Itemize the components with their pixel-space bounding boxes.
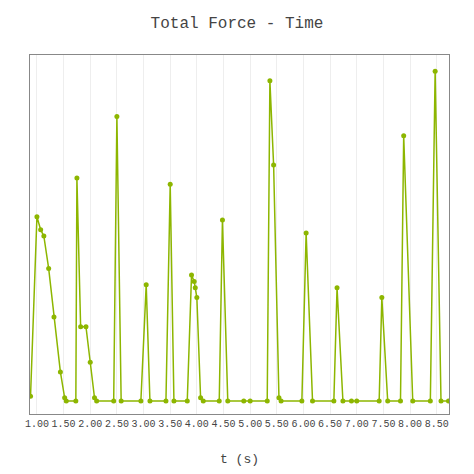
svg-text:2.50: 2.50 [105,419,129,430]
svg-text:7.50: 7.50 [371,419,395,430]
svg-text:Total Force - Time: Total Force - Time [151,15,324,33]
svg-text:6.00: 6.00 [291,419,315,430]
svg-text:3.00: 3.00 [132,419,156,430]
svg-text:4.00: 4.00 [185,419,209,430]
svg-text:8.50: 8.50 [425,419,449,430]
svg-text:5.00: 5.00 [238,419,262,430]
svg-text:1.50: 1.50 [52,419,76,430]
svg-text:5.50: 5.50 [265,419,289,430]
svg-text:8.00: 8.00 [398,419,422,430]
svg-text:7.00: 7.00 [345,419,369,430]
svg-text:2.00: 2.00 [78,419,102,430]
svg-text:t (s): t (s) [220,452,259,467]
svg-text:1.00: 1.00 [25,419,49,430]
svg-text:3.50: 3.50 [158,419,182,430]
svg-text:4.50: 4.50 [212,419,236,430]
svg-text:6.50: 6.50 [318,419,342,430]
